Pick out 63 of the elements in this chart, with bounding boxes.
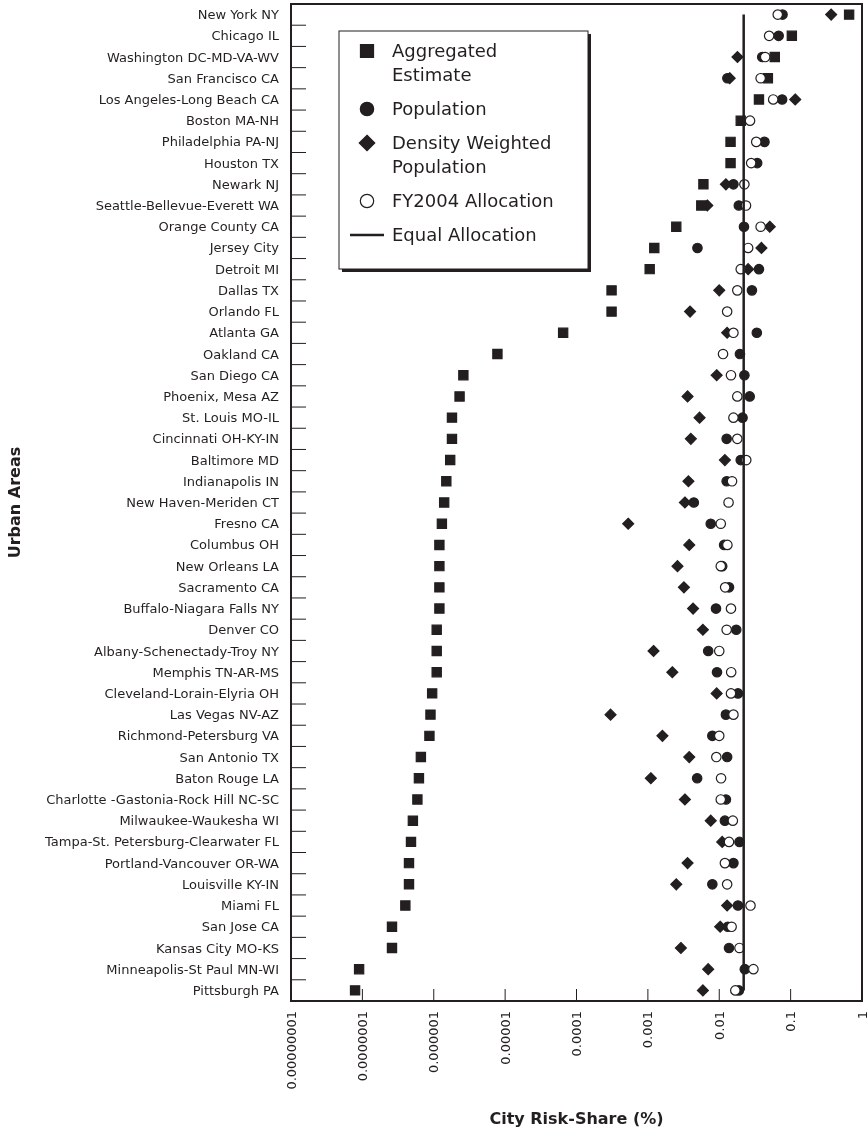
y-tick-label: Memphis TN-AR-MS [152,664,279,680]
y-tick-label: Tampa-St. Petersburg-Clearwater FL [44,834,280,850]
y-tick-label: Buffalo-Niagara Falls NY [123,601,280,617]
y-tick-label: Cleveland-Lorain-Elyria OH [104,685,279,701]
y-tick-label: Boston MA-NH [185,113,279,129]
x-tick-label: 0.1 [783,1011,799,1032]
y-tick-label: Jersey City [208,240,280,256]
y-tick-label: Atlanta GA [209,325,280,341]
y-tick-label: Dallas TX [218,282,280,298]
y-axis-title: Urban Areas [5,446,24,559]
y-tick-label: Milwaukee-Waukesha WI [119,813,279,829]
y-tick-label: Minneapolis-St Paul MN-WI [106,961,279,977]
y-tick-label: Louisville KY-IN [182,876,279,892]
y-tick-label: Newark NJ [212,176,279,192]
y-tick-label: Cincinnati OH-KY-IN [152,431,279,447]
legend-label: Equal Allocation [392,224,537,246]
y-tick-label: Portland-Vancouver OR-WA [104,855,280,871]
y-tick-label: San Diego CA [190,367,280,383]
x-axis-title: City Risk-Share (%) [489,1109,664,1128]
y-tick-label: San Francisco CA [167,70,280,86]
y-tick-label: New York NY [197,7,280,23]
y-tick-label: Orange County CA [158,219,280,235]
y-tick-label: Orlando FL [208,304,280,320]
y-tick-label: Charlotte -Gastonia-Rock Hill NC-SC [46,792,279,808]
y-tick-label: Indianapolis IN [182,473,279,489]
y-tick-label: Miami FL [221,898,280,914]
legend-label: Population [392,98,487,120]
y-tick-label: Albany-Schenectady-Troy NY [94,643,280,659]
x-tick-label: 0.00000001 [283,1011,299,1090]
y-tick-label: Richmond-Petersburg VA [117,728,280,744]
x-tick-label: 0.0000001 [354,1011,370,1082]
y-tick-label: Los Angeles-Long Beach CA [98,92,280,108]
x-tick-label: 0.01 [711,1011,727,1040]
y-tick-label: Oakland CA [203,346,280,362]
legend-label: Density Weighted Population [392,132,552,178]
y-tick-label: Denver CO [208,622,279,638]
y-tick-label: Baton Rouge LA [175,770,280,786]
x-tick-label: 0.00001 [497,1011,513,1065]
y-tick-label: New Haven-Meriden CT [126,495,280,511]
y-tick-label: Baltimore MD [190,452,279,468]
y-tick-label: New Orleans LA [175,558,280,574]
y-tick-label: San Antonio TX [179,749,280,765]
y-tick-label: San Jose CA [201,919,280,935]
y-tick-label: Detroit MI [214,261,279,277]
x-tick-label: 0.000001 [426,1011,442,1074]
y-tick-label: Phoenix, Mesa AZ [163,388,280,404]
y-tick-label: Columbus OH [190,537,279,553]
y-tick-label: Fresno CA [214,516,280,532]
y-tick-label: Kansas City MO-KS [155,940,279,956]
y-tick-label: Houston TX [203,155,280,171]
y-tick-label: Pittsburgh PA [192,982,280,998]
y-tick-label: Las Vegas NV-AZ [169,707,280,723]
y-tick-label: Seattle-Bellevue-Everett WA [95,198,280,214]
x-tick-label: 0.0001 [569,1011,585,1057]
legend-label: Aggregated Estimate [392,40,498,86]
y-tick-label: Washington DC-MD-VA-WV [106,49,280,65]
x-tick-label: 1 [854,1011,868,1020]
x-tick-label: 0.001 [640,1011,656,1049]
y-tick-label: St. Louis MO-IL [182,410,280,426]
y-tick-label: Sacramento CA [178,579,280,595]
y-tick-label: Chicago IL [211,28,280,44]
y-tick-label: Philadelphia PA-NJ [161,134,279,150]
legend-label: FY2004 Allocation [392,190,554,212]
